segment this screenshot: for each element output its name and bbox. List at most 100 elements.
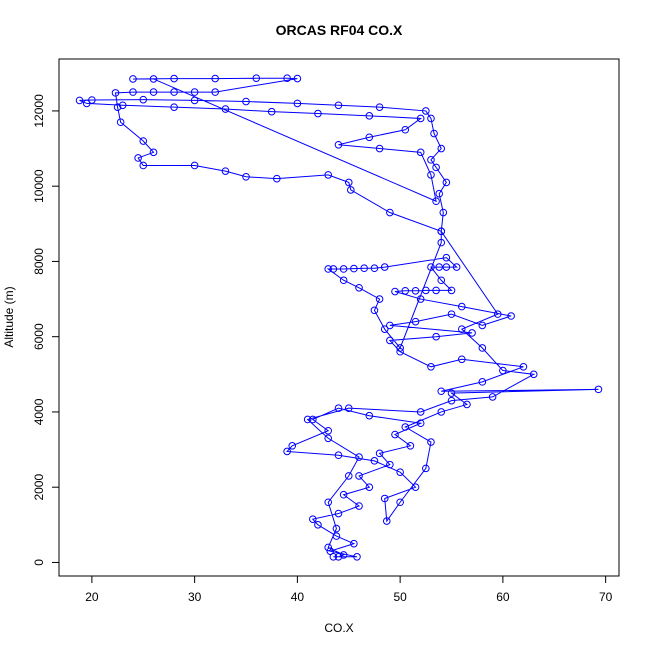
data-point	[447, 389, 456, 397]
data-point	[339, 276, 348, 285]
data-point	[432, 197, 440, 206]
data-point	[391, 430, 399, 439]
data-point	[324, 543, 333, 552]
data-point	[416, 408, 425, 416]
data-point	[149, 75, 158, 83]
data-point	[283, 74, 291, 82]
data-point	[375, 449, 384, 458]
data-point	[273, 174, 281, 183]
data-point	[170, 88, 178, 96]
data-point	[439, 208, 448, 217]
x-tick-label: 20	[85, 590, 99, 604]
data-point	[347, 186, 355, 194]
data-point	[339, 265, 348, 273]
plot-frame	[58, 58, 620, 577]
data-point	[170, 103, 178, 111]
data-point	[344, 178, 353, 187]
data-point	[267, 107, 276, 116]
data-point	[380, 494, 389, 503]
data-point	[457, 325, 466, 333]
data-point	[308, 515, 317, 523]
data-point	[432, 286, 440, 295]
data-point	[344, 404, 353, 412]
data-point	[88, 96, 96, 104]
data-point	[324, 265, 333, 273]
data-point	[380, 325, 389, 333]
data-point	[221, 167, 230, 175]
data-point	[334, 451, 343, 460]
data-point	[422, 107, 430, 115]
data-point	[170, 74, 178, 83]
data-point	[370, 264, 379, 273]
data-point	[334, 509, 343, 518]
data-point	[442, 263, 451, 271]
data-point	[334, 140, 343, 149]
data-point	[365, 133, 374, 142]
data-point	[427, 362, 435, 371]
data-point	[149, 148, 158, 157]
data-point	[283, 447, 291, 456]
data-point	[82, 99, 91, 108]
data-point	[432, 163, 440, 172]
data-point	[339, 551, 348, 559]
data-point	[360, 264, 368, 273]
data-point	[396, 468, 404, 476]
data-point	[332, 532, 341, 540]
data-point	[329, 265, 338, 273]
data-point	[329, 553, 338, 561]
data-point	[139, 161, 148, 170]
data-point	[442, 178, 451, 187]
data-point	[211, 88, 219, 96]
data-point	[382, 517, 391, 525]
data-point	[529, 370, 538, 379]
data-point	[478, 378, 487, 386]
data-point	[355, 453, 363, 461]
data-point	[401, 286, 410, 295]
data-point	[427, 156, 435, 164]
data-point	[519, 362, 528, 371]
data-point	[293, 99, 302, 108]
data-point	[324, 434, 333, 443]
data-point	[447, 286, 456, 295]
data-point	[396, 498, 404, 507]
data-point	[427, 114, 435, 123]
x-axis-label: CO.X	[324, 621, 353, 635]
data-point	[594, 385, 603, 394]
data-point	[334, 101, 343, 110]
data-point	[386, 208, 394, 217]
data-point	[430, 129, 438, 138]
data-point	[139, 137, 148, 145]
data-point	[437, 276, 446, 285]
data-point	[252, 74, 261, 82]
data-point	[499, 366, 507, 375]
data-point	[437, 387, 446, 396]
data-point	[463, 400, 471, 409]
data-point	[288, 442, 297, 450]
data-point	[457, 355, 466, 364]
data-point	[396, 344, 404, 352]
data-point	[314, 109, 322, 118]
y-tick-label: 10000	[32, 169, 46, 203]
data-point	[507, 312, 515, 320]
data-point	[435, 263, 443, 271]
data-point	[478, 321, 487, 330]
chart-title: ORCAS RF04 CO.X	[276, 22, 403, 38]
data-point	[139, 95, 148, 104]
data-point	[350, 264, 358, 273]
data-point	[324, 498, 333, 507]
data-point	[411, 483, 420, 491]
data-point	[365, 483, 374, 491]
data-point	[355, 472, 363, 480]
data-point	[324, 426, 333, 435]
data-point	[334, 553, 343, 561]
data-point	[442, 253, 451, 262]
y-tick-label: 4000	[32, 398, 46, 425]
x-tick-label: 30	[188, 590, 202, 604]
data-point	[344, 472, 353, 480]
data-point	[355, 502, 363, 510]
data-point	[339, 490, 348, 499]
data-point	[452, 263, 461, 271]
data-point	[353, 553, 361, 561]
data-point	[129, 88, 137, 96]
data-point	[134, 154, 142, 162]
